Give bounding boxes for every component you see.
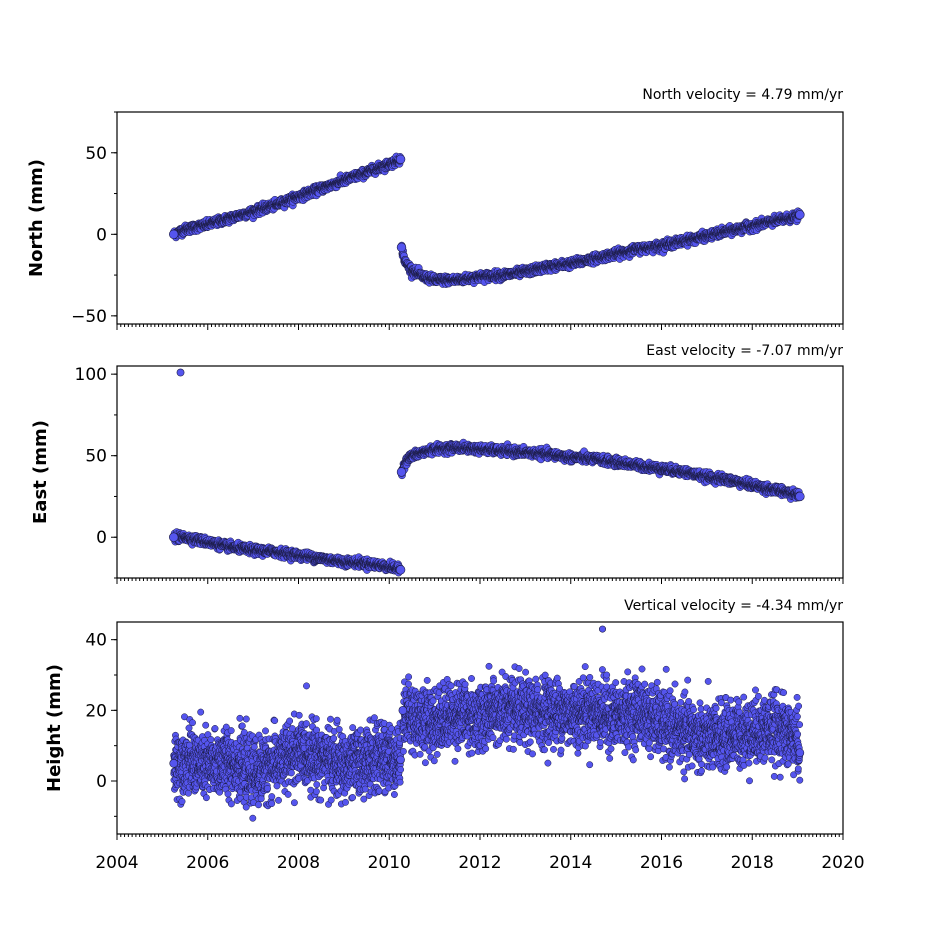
north-ytick-label: 50 [85,144,107,164]
north-data-point [795,210,805,220]
north-data-point [169,229,179,240]
north-plot-area [169,152,805,288]
north-ytick-label: −50 [71,307,107,327]
east-data-point [395,565,406,575]
east-velocity-label: East velocity = -7.07 mm/yr [646,343,843,359]
north-data-point [396,242,407,253]
east-data-point [169,532,179,542]
north-panel: North velocity = 4.79 mm/yr North (mm) −… [26,87,844,330]
north-ytick-label: 0 [96,225,107,245]
north-data-point [395,154,406,164]
east-panel: East velocity = -7.07 mm/yr East (mm) 05… [30,343,844,584]
north-y-axis-label: North (mm) [26,159,47,277]
east-plot-area [169,368,805,577]
north-velocity-label: North velocity = 4.79 mm/yr [642,87,843,103]
